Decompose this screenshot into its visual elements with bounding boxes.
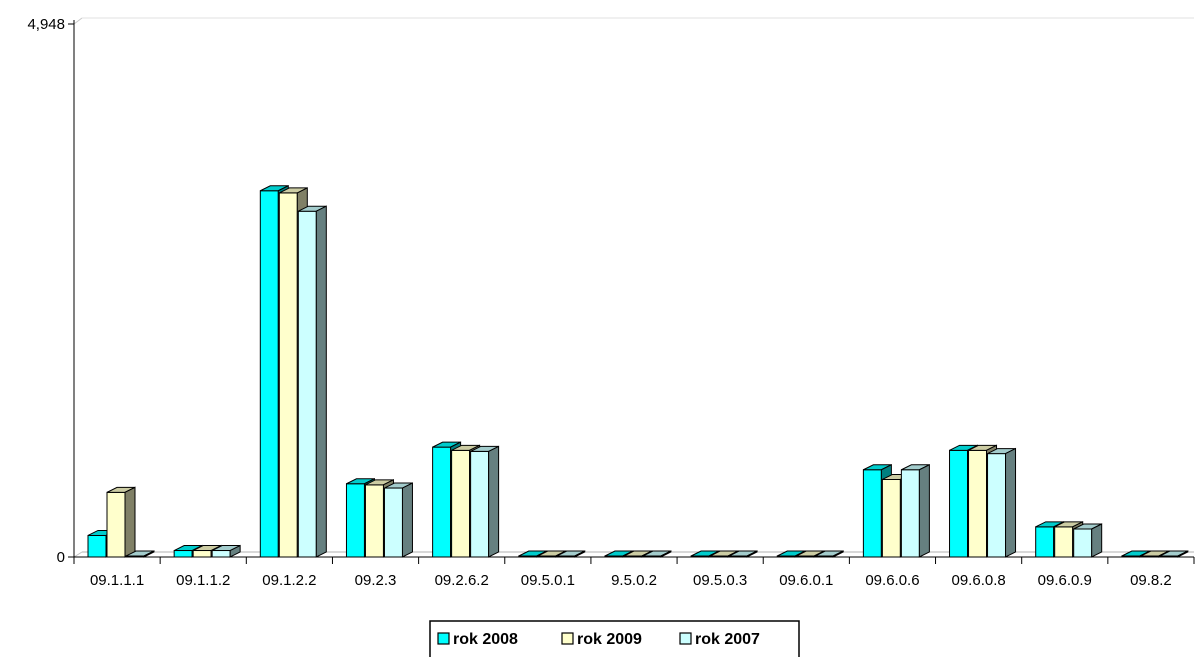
y-tick-label: 4,948 bbox=[27, 16, 65, 33]
bar-side bbox=[488, 445, 500, 558]
legend-label: rok 2009 bbox=[577, 631, 642, 648]
bar-front bbox=[451, 449, 471, 558]
legend-label: rok 2008 bbox=[453, 631, 518, 648]
legend: rok 2008 rok 2009 rok 2007 bbox=[429, 620, 800, 657]
legend-label: rok 2007 bbox=[695, 631, 760, 648]
bar-front bbox=[211, 550, 231, 558]
bar bbox=[106, 486, 136, 558]
x-tick-label: 09.6.0.1 bbox=[779, 572, 833, 589]
bar-front bbox=[900, 469, 920, 558]
bar-front bbox=[968, 449, 988, 558]
axes-group: 0 4,948 09.1.1.1 09.1.1.2 09.1.2.2 09.2.3 09.2… bbox=[27, 16, 1195, 589]
bar-side bbox=[229, 544, 241, 558]
bar-front bbox=[364, 484, 384, 558]
bar-front bbox=[987, 453, 1007, 558]
bar-front bbox=[106, 491, 126, 558]
bars-group bbox=[87, 184, 1189, 558]
x-tick-label: 09.6.0.8 bbox=[952, 572, 1006, 589]
legend-box bbox=[429, 620, 800, 657]
bar-front bbox=[862, 469, 882, 558]
x-tick-label: 9.5.0.2 bbox=[611, 572, 657, 589]
legend-swatch bbox=[437, 632, 450, 645]
bar-front bbox=[1035, 526, 1055, 558]
x-tick-label: 09.1.1.2 bbox=[176, 572, 230, 589]
x-tick-label: 09.2.3 bbox=[355, 572, 397, 589]
x-tick-label: 09.1.2.2 bbox=[262, 572, 316, 589]
bar-front bbox=[192, 550, 212, 558]
x-tick-label: 09.5.0.3 bbox=[693, 572, 747, 589]
x-tick-label: 09.8.2 bbox=[1130, 572, 1172, 589]
bar-front bbox=[173, 550, 193, 558]
bar-front bbox=[278, 192, 298, 558]
bar-side bbox=[1091, 523, 1103, 558]
x-tick-label: 09.1.1.1 bbox=[90, 572, 144, 589]
bar-front bbox=[383, 487, 403, 558]
bar bbox=[383, 482, 413, 558]
plot-area bbox=[73, 17, 1194, 558]
bar-front bbox=[432, 446, 452, 558]
bar-front bbox=[1073, 528, 1093, 558]
bar-side bbox=[315, 205, 327, 558]
bar-front bbox=[87, 534, 107, 558]
bar bbox=[297, 205, 327, 558]
x-tick-label: 09.6.0.6 bbox=[865, 572, 919, 589]
bar-front bbox=[297, 210, 317, 558]
bar bbox=[470, 445, 500, 558]
floor-edge-left bbox=[73, 551, 83, 558]
x-tick-label: 09.5.0.1 bbox=[521, 572, 575, 589]
plot-back-edge-left bbox=[73, 17, 83, 25]
bar-side bbox=[1005, 447, 1017, 558]
bar-front bbox=[345, 483, 365, 558]
bar-front bbox=[470, 450, 490, 558]
bar-front bbox=[881, 478, 901, 558]
bar-side bbox=[401, 482, 413, 558]
bar bbox=[900, 463, 930, 558]
x-tick-label: 09.6.0.9 bbox=[1038, 572, 1092, 589]
bar-front bbox=[1054, 526, 1074, 558]
legend-swatch bbox=[561, 632, 574, 645]
bar-front bbox=[949, 449, 969, 558]
x-tick-label: 09.2.6.2 bbox=[435, 572, 489, 589]
y-tick-label: 0 bbox=[57, 549, 65, 566]
bar-front bbox=[259, 190, 279, 558]
legend-swatch bbox=[679, 632, 692, 645]
bar-side bbox=[124, 486, 136, 558]
bar bbox=[1073, 523, 1103, 558]
bar bbox=[987, 447, 1017, 558]
bar-side bbox=[918, 463, 930, 558]
